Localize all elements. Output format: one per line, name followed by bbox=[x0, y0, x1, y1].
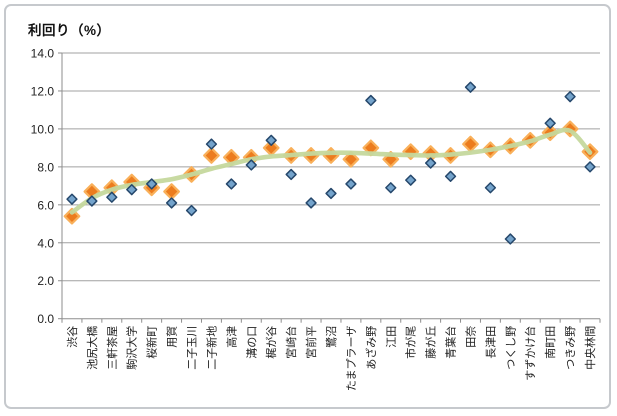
data-point-blue bbox=[106, 191, 118, 203]
x-axis-label: 江田 bbox=[385, 326, 398, 348]
data-point-blue bbox=[544, 117, 556, 129]
data-point-blue bbox=[245, 159, 257, 171]
y-axis-title: 利回り（%） bbox=[28, 23, 111, 38]
x-axis-label: つきみ野 bbox=[564, 326, 577, 370]
data-point-orange bbox=[342, 150, 360, 168]
data-point-blue bbox=[265, 134, 277, 146]
data-point-blue bbox=[385, 182, 397, 194]
data-point-blue bbox=[126, 183, 138, 196]
data-point-blue bbox=[564, 91, 576, 103]
data-point-blue bbox=[225, 178, 238, 190]
x-axis-label: 渋谷 bbox=[66, 326, 79, 348]
data-point-blue bbox=[405, 174, 417, 186]
x-axis-label: 駒沢大学 bbox=[125, 326, 139, 370]
y-axis-label: 2.0 bbox=[37, 274, 54, 288]
data-point-blue bbox=[484, 182, 497, 194]
data-point-blue bbox=[584, 161, 596, 173]
x-axis-label: 長津田 bbox=[484, 326, 497, 359]
x-axis-label: 桜新町 bbox=[145, 326, 159, 359]
data-point-blue bbox=[305, 197, 317, 209]
data-point-blue bbox=[464, 81, 477, 93]
x-axis-label: 南町田 bbox=[544, 326, 557, 359]
data-point-blue bbox=[146, 178, 158, 190]
chart-frame: 利回り（%） 0.0 2.0 4.0 6.0 8.0 10.0 12.0 14.0 渋谷 池尻大橋… bbox=[4, 4, 611, 409]
yield-scatter-chart: 0.0 2.0 4.0 6.0 8.0 10.0 12.0 14.0 渋谷 池尻大橋 三軒茶屋 駒沢大… bbox=[31, 47, 601, 391]
y-axis-label: 8.0 bbox=[37, 160, 54, 174]
data-point-orange bbox=[163, 183, 180, 200]
y-axis-label: 4.0 bbox=[37, 236, 54, 250]
data-point-blue bbox=[504, 233, 516, 245]
x-axis-label: 二子新地 bbox=[204, 326, 218, 370]
data-point-blue bbox=[325, 187, 337, 200]
x-axis-label: 中央林間 bbox=[583, 326, 597, 370]
x-axis-label: 高津 bbox=[224, 326, 238, 348]
data-point-blue bbox=[424, 157, 437, 169]
x-axis-label: 溝の口 bbox=[245, 326, 258, 359]
data-point-orange bbox=[462, 135, 479, 153]
x-axis-label: 青葉台 bbox=[444, 326, 458, 359]
data-point-orange bbox=[322, 147, 340, 164]
data-point-blue bbox=[205, 138, 218, 150]
data-point-blue bbox=[66, 193, 78, 205]
data-point-blue bbox=[86, 195, 98, 207]
x-axis-label: 用賀 bbox=[166, 326, 179, 348]
data-point-blue bbox=[185, 204, 198, 217]
x-axis-label: すずかけ台 bbox=[523, 326, 537, 381]
data-point-orange bbox=[402, 143, 420, 161]
data-point-blue bbox=[285, 168, 297, 181]
x-axis-label: つくし野 bbox=[504, 326, 517, 370]
x-axis-label: たまプラーザ bbox=[345, 326, 358, 391]
x-axis-label: 池尻大橋 bbox=[85, 326, 99, 370]
x-axis-label: 宮前平 bbox=[304, 326, 318, 359]
data-point-blue bbox=[365, 94, 377, 107]
x-axis-label: 市が尾 bbox=[404, 326, 418, 359]
x-axis-label: 梶が谷 bbox=[264, 326, 278, 359]
x-axis-label: 鷺沼 bbox=[324, 326, 338, 348]
y-axis-label: 14.0 bbox=[31, 47, 55, 61]
y-axis-label: 12.0 bbox=[31, 84, 55, 98]
x-axis-label: 宮崎台 bbox=[284, 326, 298, 359]
x-axis-label: 二子玉川 bbox=[186, 326, 199, 370]
trend-line bbox=[69, 127, 593, 215]
data-point-blue bbox=[444, 170, 457, 183]
x-axis-label: 藤が丘 bbox=[424, 326, 438, 359]
x-axis-label: 三軒茶屋 bbox=[106, 326, 119, 370]
y-axis-label: 0.0 bbox=[37, 312, 54, 326]
y-axis-label: 10.0 bbox=[31, 122, 55, 136]
data-point-orange bbox=[203, 147, 220, 164]
data-point-blue bbox=[165, 197, 178, 209]
x-axis-label: あざみ野 bbox=[364, 326, 378, 370]
y-axis-label: 6.0 bbox=[37, 198, 54, 212]
x-axis-label: 田奈 bbox=[463, 326, 477, 348]
data-point-blue bbox=[345, 178, 357, 190]
